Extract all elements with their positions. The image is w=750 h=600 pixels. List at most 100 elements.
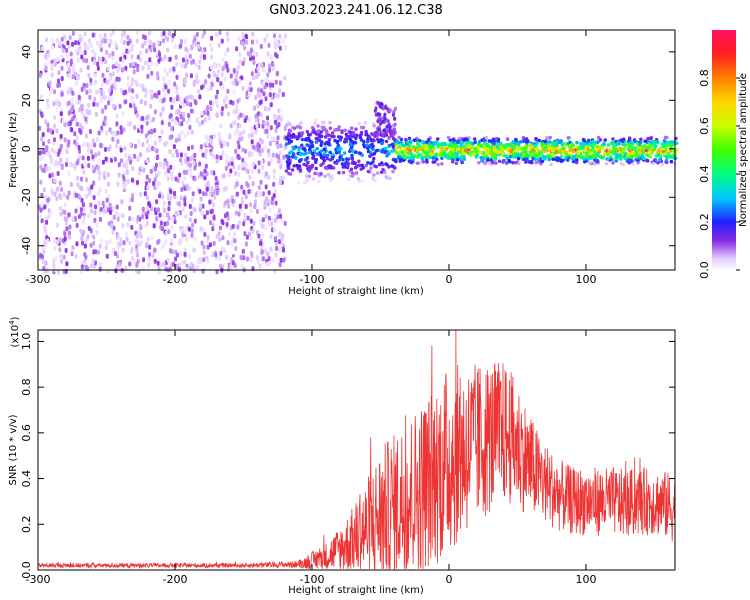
heat-cell <box>337 158 342 162</box>
heat-cell <box>103 115 107 121</box>
heat-cell <box>313 121 317 126</box>
heat-cell <box>327 137 332 142</box>
heat-cell <box>140 239 144 244</box>
heat-cell <box>371 139 376 143</box>
heat-cell <box>80 197 84 203</box>
heat-cell <box>434 140 439 144</box>
heat-cell <box>136 252 140 258</box>
heat-cell <box>524 157 529 161</box>
heat-cell <box>203 168 207 174</box>
heat-cell <box>202 244 206 250</box>
heat-cell <box>295 163 299 168</box>
heat-cell <box>143 35 147 41</box>
heat-cell <box>250 251 253 257</box>
heat-cell <box>83 31 87 37</box>
heat-cell <box>660 162 665 167</box>
heat-cell <box>192 247 196 253</box>
heat-cell <box>121 57 125 63</box>
heat-cell <box>229 168 233 174</box>
heat-cell <box>282 145 286 151</box>
heat-cell <box>266 133 270 139</box>
heat-cell <box>188 53 192 59</box>
heat-cell <box>123 170 127 176</box>
heat-cell <box>173 81 177 87</box>
heat-cell <box>330 131 335 135</box>
heat-cell <box>84 254 88 260</box>
heat-cell <box>88 190 92 196</box>
heat-cell <box>141 206 145 212</box>
heat-cell <box>179 114 183 120</box>
heat-cell <box>283 75 287 81</box>
heat-cell <box>74 253 78 259</box>
heat-cell <box>93 142 97 148</box>
heat-cell <box>582 157 586 161</box>
heat-cell <box>255 51 259 57</box>
heat-cell <box>216 69 220 75</box>
heat-cell <box>441 142 445 147</box>
heat-cell <box>644 148 648 153</box>
heat-cell <box>67 100 71 106</box>
heat-cell <box>119 129 123 135</box>
heat-cell <box>141 43 145 49</box>
heat-cell <box>287 171 291 176</box>
heat-cell <box>136 215 140 220</box>
heat-cell <box>316 124 320 128</box>
heat-cell <box>128 216 132 222</box>
heat-cell <box>611 161 615 165</box>
heat-cell <box>341 157 345 162</box>
heat-cell <box>226 88 230 94</box>
heat-cell <box>535 157 540 162</box>
heat-cell <box>243 231 247 237</box>
heat-cell <box>215 154 219 160</box>
heat-cell <box>137 139 141 144</box>
heat-cell <box>316 172 320 176</box>
heat-cell <box>446 152 451 157</box>
heat-cell <box>238 78 242 84</box>
heat-cell <box>272 168 276 174</box>
heat-cell <box>206 105 210 110</box>
heat-cell <box>259 43 263 49</box>
heat-cell <box>593 140 597 145</box>
heat-cell <box>317 180 321 184</box>
heat-cell <box>280 242 284 248</box>
heat-cell <box>467 140 471 144</box>
heat-cell <box>38 150 42 156</box>
heat-cell <box>105 130 109 136</box>
heat-cell <box>359 125 364 130</box>
heat-cell <box>233 131 237 137</box>
heat-cell <box>159 224 163 230</box>
heat-cell <box>267 42 271 48</box>
heat-cell <box>574 160 579 165</box>
heat-cell <box>149 168 153 174</box>
heat-cell <box>314 140 319 144</box>
heat-cell <box>605 152 610 156</box>
heat-cell <box>133 125 137 130</box>
heat-cell <box>497 150 501 154</box>
heat-cell <box>273 37 277 43</box>
heat-cell <box>587 142 591 147</box>
heat-cell <box>206 234 210 240</box>
heat-cell <box>151 146 155 151</box>
heat-cell <box>254 117 258 123</box>
heat-cell <box>481 156 485 160</box>
heat-cell <box>228 134 232 140</box>
heat-cell <box>184 54 188 60</box>
heat-cell <box>76 57 80 63</box>
heat-cell <box>425 160 429 164</box>
heat-cell <box>274 79 278 85</box>
heat-cell <box>183 197 187 202</box>
heat-cell <box>244 194 248 200</box>
heat-cell <box>48 211 52 217</box>
heat-cell <box>54 160 58 166</box>
heat-cell <box>285 123 289 127</box>
heat-cell <box>68 224 72 230</box>
heat-cell <box>179 43 183 49</box>
heat-cell <box>641 151 645 155</box>
heat-cell <box>75 135 79 141</box>
heat-cell <box>627 136 632 140</box>
heat-cell <box>153 258 157 264</box>
heat-cell <box>192 81 196 87</box>
heat-cell <box>173 97 176 103</box>
heat-cell <box>85 83 89 88</box>
